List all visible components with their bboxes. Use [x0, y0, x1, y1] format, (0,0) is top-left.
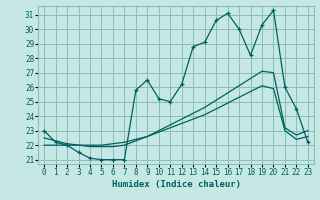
X-axis label: Humidex (Indice chaleur): Humidex (Indice chaleur)	[111, 180, 241, 189]
